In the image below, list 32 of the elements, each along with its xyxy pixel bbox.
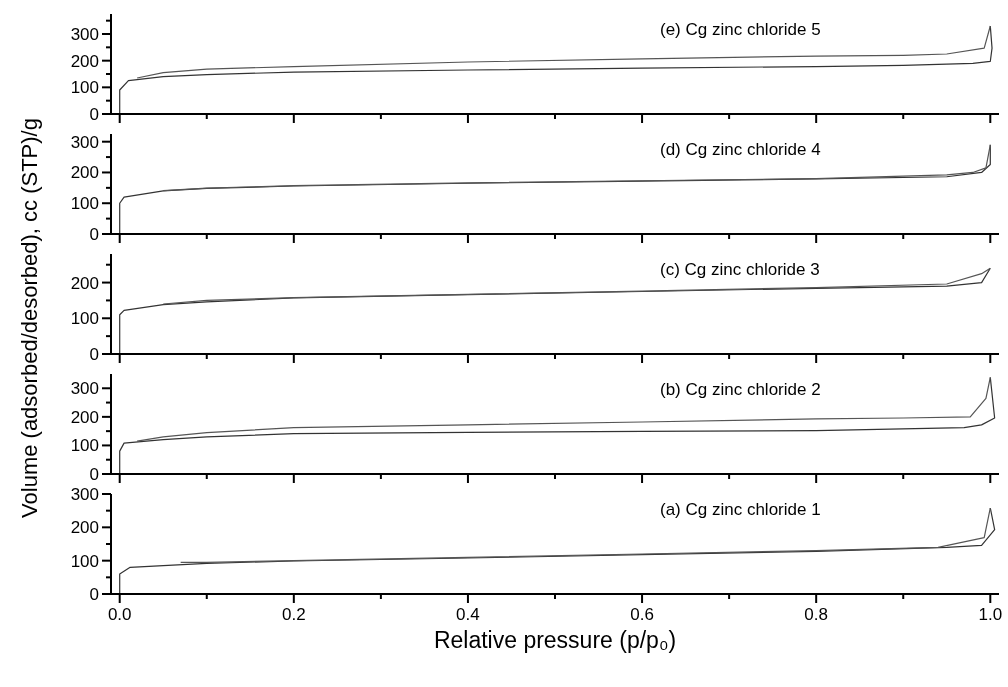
y-tick-label: 0 xyxy=(89,585,99,604)
annotation: (e) Cg zinc chloride 5 xyxy=(660,20,821,40)
y-tick-label: 100 xyxy=(70,194,99,214)
y-tick-label: 100 xyxy=(70,551,99,571)
y-tick-label: 200 xyxy=(70,407,99,427)
x-tick-label: 0.6 xyxy=(630,605,654,624)
x-tick-label: 0.8 xyxy=(804,605,828,624)
annotation: (d) Cg zinc chloride 4 xyxy=(660,140,821,160)
y-tick-label: 200 xyxy=(70,51,99,71)
y-tick-label: 0 xyxy=(89,105,99,124)
y-tick-label: 300 xyxy=(70,379,99,399)
y-tick-label: 300 xyxy=(70,132,99,152)
y-tick-label: 100 xyxy=(70,436,99,456)
y-tick-label: 0 xyxy=(89,465,99,484)
y-tick-label: 0 xyxy=(89,345,99,364)
y-tick-label: 0 xyxy=(89,225,99,244)
x-tick-label: 0.4 xyxy=(456,605,480,624)
y-tick-label: 200 xyxy=(70,163,99,183)
y-tick-label: 200 xyxy=(70,273,99,293)
y-tick-label: 100 xyxy=(70,78,99,98)
y-tick-label: 300 xyxy=(70,485,99,504)
annotation: (a) Cg zinc chloride 1 xyxy=(660,500,821,520)
y-axis-title: Volume (adsorbed/desorbed), cc (STP)/g xyxy=(17,118,43,518)
x-tick-label: 0.0 xyxy=(107,605,132,624)
y-tick-label: 200 xyxy=(70,518,99,538)
x-tick-label: 1.0 xyxy=(978,605,1003,624)
x-tick-label: 0.2 xyxy=(282,605,306,624)
x-axis-title: Relative pressure (p/p₀) xyxy=(432,627,678,654)
y-tick-label: 300 xyxy=(70,25,99,44)
y-tick-label: 100 xyxy=(70,309,99,329)
annotation: (c) Cg zinc chloride 3 xyxy=(660,260,820,280)
annotation: (b) Cg zinc chloride 2 xyxy=(660,380,821,400)
